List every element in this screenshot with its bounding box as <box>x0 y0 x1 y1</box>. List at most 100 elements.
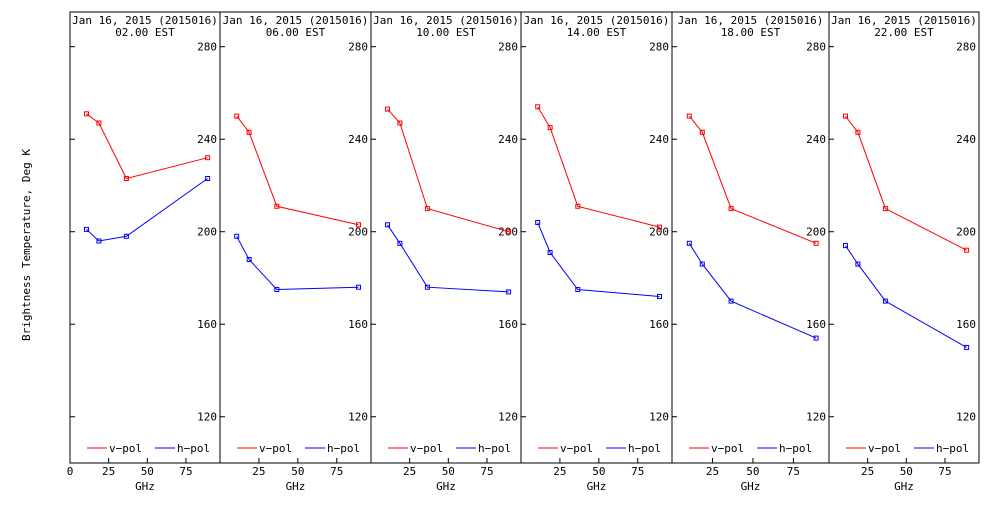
v-pol-point <box>356 222 361 228</box>
y-tick-label: 120 <box>197 411 217 424</box>
v-pol-point <box>882 206 888 212</box>
legend-label-v-pol: v−pol <box>410 442 443 455</box>
y-tick-label: 160 <box>197 318 217 331</box>
x-tick-label: 75 <box>631 465 644 478</box>
x-tick-label: 25 <box>861 465 874 478</box>
y-tick-label: 280 <box>498 41 518 54</box>
x-axis-label: GHz <box>587 480 607 493</box>
panel-3: 120 160 200 240 280 25 50 75 GHz Jan 16, 2015 (20… <box>370 11 522 493</box>
panel-4: 120 160 200 240 280 25 50 75 GHz Jan 16, 2015 (20… <box>520 11 673 493</box>
v-pol-line <box>537 106 660 228</box>
panel-subtitle: 06.00 EST <box>266 26 326 39</box>
y-tick-label: 200 <box>498 226 518 239</box>
y-tick-label: 280 <box>197 41 217 54</box>
v-pol-point <box>843 113 848 119</box>
h-pol-point <box>657 294 662 299</box>
y-axis-label: Brightness Temperature, Deg K <box>20 149 33 341</box>
h-pol-line <box>845 245 967 348</box>
x-axis-label: GHz <box>135 480 155 493</box>
legend-label-v-pol: v−pol <box>259 442 292 455</box>
panel-title: Jan 16, 2015 (2015016) <box>524 14 670 27</box>
h-pol-line <box>236 236 359 291</box>
x-tick-label: 25 <box>553 465 566 478</box>
v-pol-point <box>96 120 102 126</box>
x-tick-label: 25 <box>706 465 719 478</box>
panel-subtitle: 22.00 EST <box>874 26 934 39</box>
h-pol-point <box>964 344 970 350</box>
v-pol-point <box>205 155 211 161</box>
legend-label-h-pol: h−pol <box>478 442 511 455</box>
x-tick-label: 50 <box>900 465 913 478</box>
panel-subtitle: 18.00 EST <box>721 26 781 39</box>
panel-frame <box>828 11 980 464</box>
v-pol-point <box>964 247 970 253</box>
y-tick-label: 280 <box>806 41 826 54</box>
y-tick-label: 200 <box>348 226 368 239</box>
legend-label-h-pol: h−pol <box>177 442 210 455</box>
legend-label-h-pol: h−pol <box>779 442 812 455</box>
panel-title: Jan 16, 2015 (2015016) <box>831 14 977 27</box>
panel-5: 120 160 200 240 280 25 50 75 GHz Jan 16, 2015 (20… <box>671 11 830 493</box>
h-pol-point <box>575 287 581 292</box>
y-tick-label: 240 <box>348 133 368 146</box>
h-pol-line <box>688 243 817 339</box>
h-pol-line <box>387 224 509 293</box>
h-pol-point <box>356 284 361 290</box>
h-pol-point <box>686 240 692 246</box>
y-tick-label: 280 <box>348 41 368 54</box>
x-axis-label: GHz <box>741 480 761 493</box>
y-tick-label: 160 <box>649 318 669 331</box>
h-pol-point <box>424 284 430 290</box>
v-pol-point <box>855 129 861 135</box>
y-tick-label: 240 <box>197 133 217 146</box>
v-pol-line <box>688 115 817 244</box>
v-pol-point <box>699 129 705 135</box>
v-pol-point <box>123 176 129 181</box>
y-tick-label: 160 <box>348 318 368 331</box>
legend-label-v-pol: v−pol <box>560 442 593 455</box>
v-pol-point <box>234 113 240 119</box>
y-tick-label: 240 <box>806 133 826 146</box>
y-tick-label: 120 <box>956 411 976 424</box>
v-pol-point <box>424 206 430 212</box>
y-tick-label: 240 <box>498 133 518 146</box>
h-pol-point <box>234 233 240 239</box>
h-pol-point <box>123 233 129 239</box>
y-tick-label: 160 <box>806 318 826 331</box>
h-pol-point <box>205 176 211 181</box>
v-pol-point <box>547 125 553 131</box>
v-pol-point <box>813 240 819 246</box>
y-tick-label: 240 <box>649 133 669 146</box>
h-pol-point <box>96 238 102 244</box>
legend-label-v-pol: v−pol <box>109 442 142 455</box>
y-tick-label: 120 <box>649 411 669 424</box>
y-tick-label: 200 <box>956 226 976 239</box>
h-pol-point <box>246 257 252 262</box>
x-tick-label: 25 <box>252 465 265 478</box>
h-pol-point <box>506 289 512 295</box>
x-tick-label: 50 <box>291 465 304 478</box>
h-pol-point <box>843 243 848 249</box>
h-pol-point <box>728 298 734 304</box>
v-pol-point <box>575 203 581 209</box>
v-pol-line <box>236 115 359 226</box>
legend-label-v-pol: v−pol <box>711 442 744 455</box>
x-tick-label: 75 <box>179 465 192 478</box>
x-tick-label: 75 <box>938 465 951 478</box>
x-tick-label: 50 <box>141 465 154 478</box>
x-tick-label: 50 <box>442 465 455 478</box>
legend-label-h-pol: h−pol <box>628 442 661 455</box>
v-pol-point <box>686 113 692 119</box>
h-pol-point <box>699 261 705 267</box>
x-tick-label: 25 <box>403 465 416 478</box>
legend-label-h-pol: h−pol <box>936 442 969 455</box>
panel-title: Jan 16, 2015 (2015016) <box>72 14 218 27</box>
v-pol-point <box>397 120 403 126</box>
v-pol-line <box>86 113 208 180</box>
x-tick-label: 0 <box>67 465 74 478</box>
v-pol-point <box>84 111 89 117</box>
panel-6: 120 160 200 240 280 25 50 75 GHz Jan 16, 2015 (20… <box>828 11 980 493</box>
v-pol-point <box>728 206 734 212</box>
v-pol-point <box>246 129 252 135</box>
